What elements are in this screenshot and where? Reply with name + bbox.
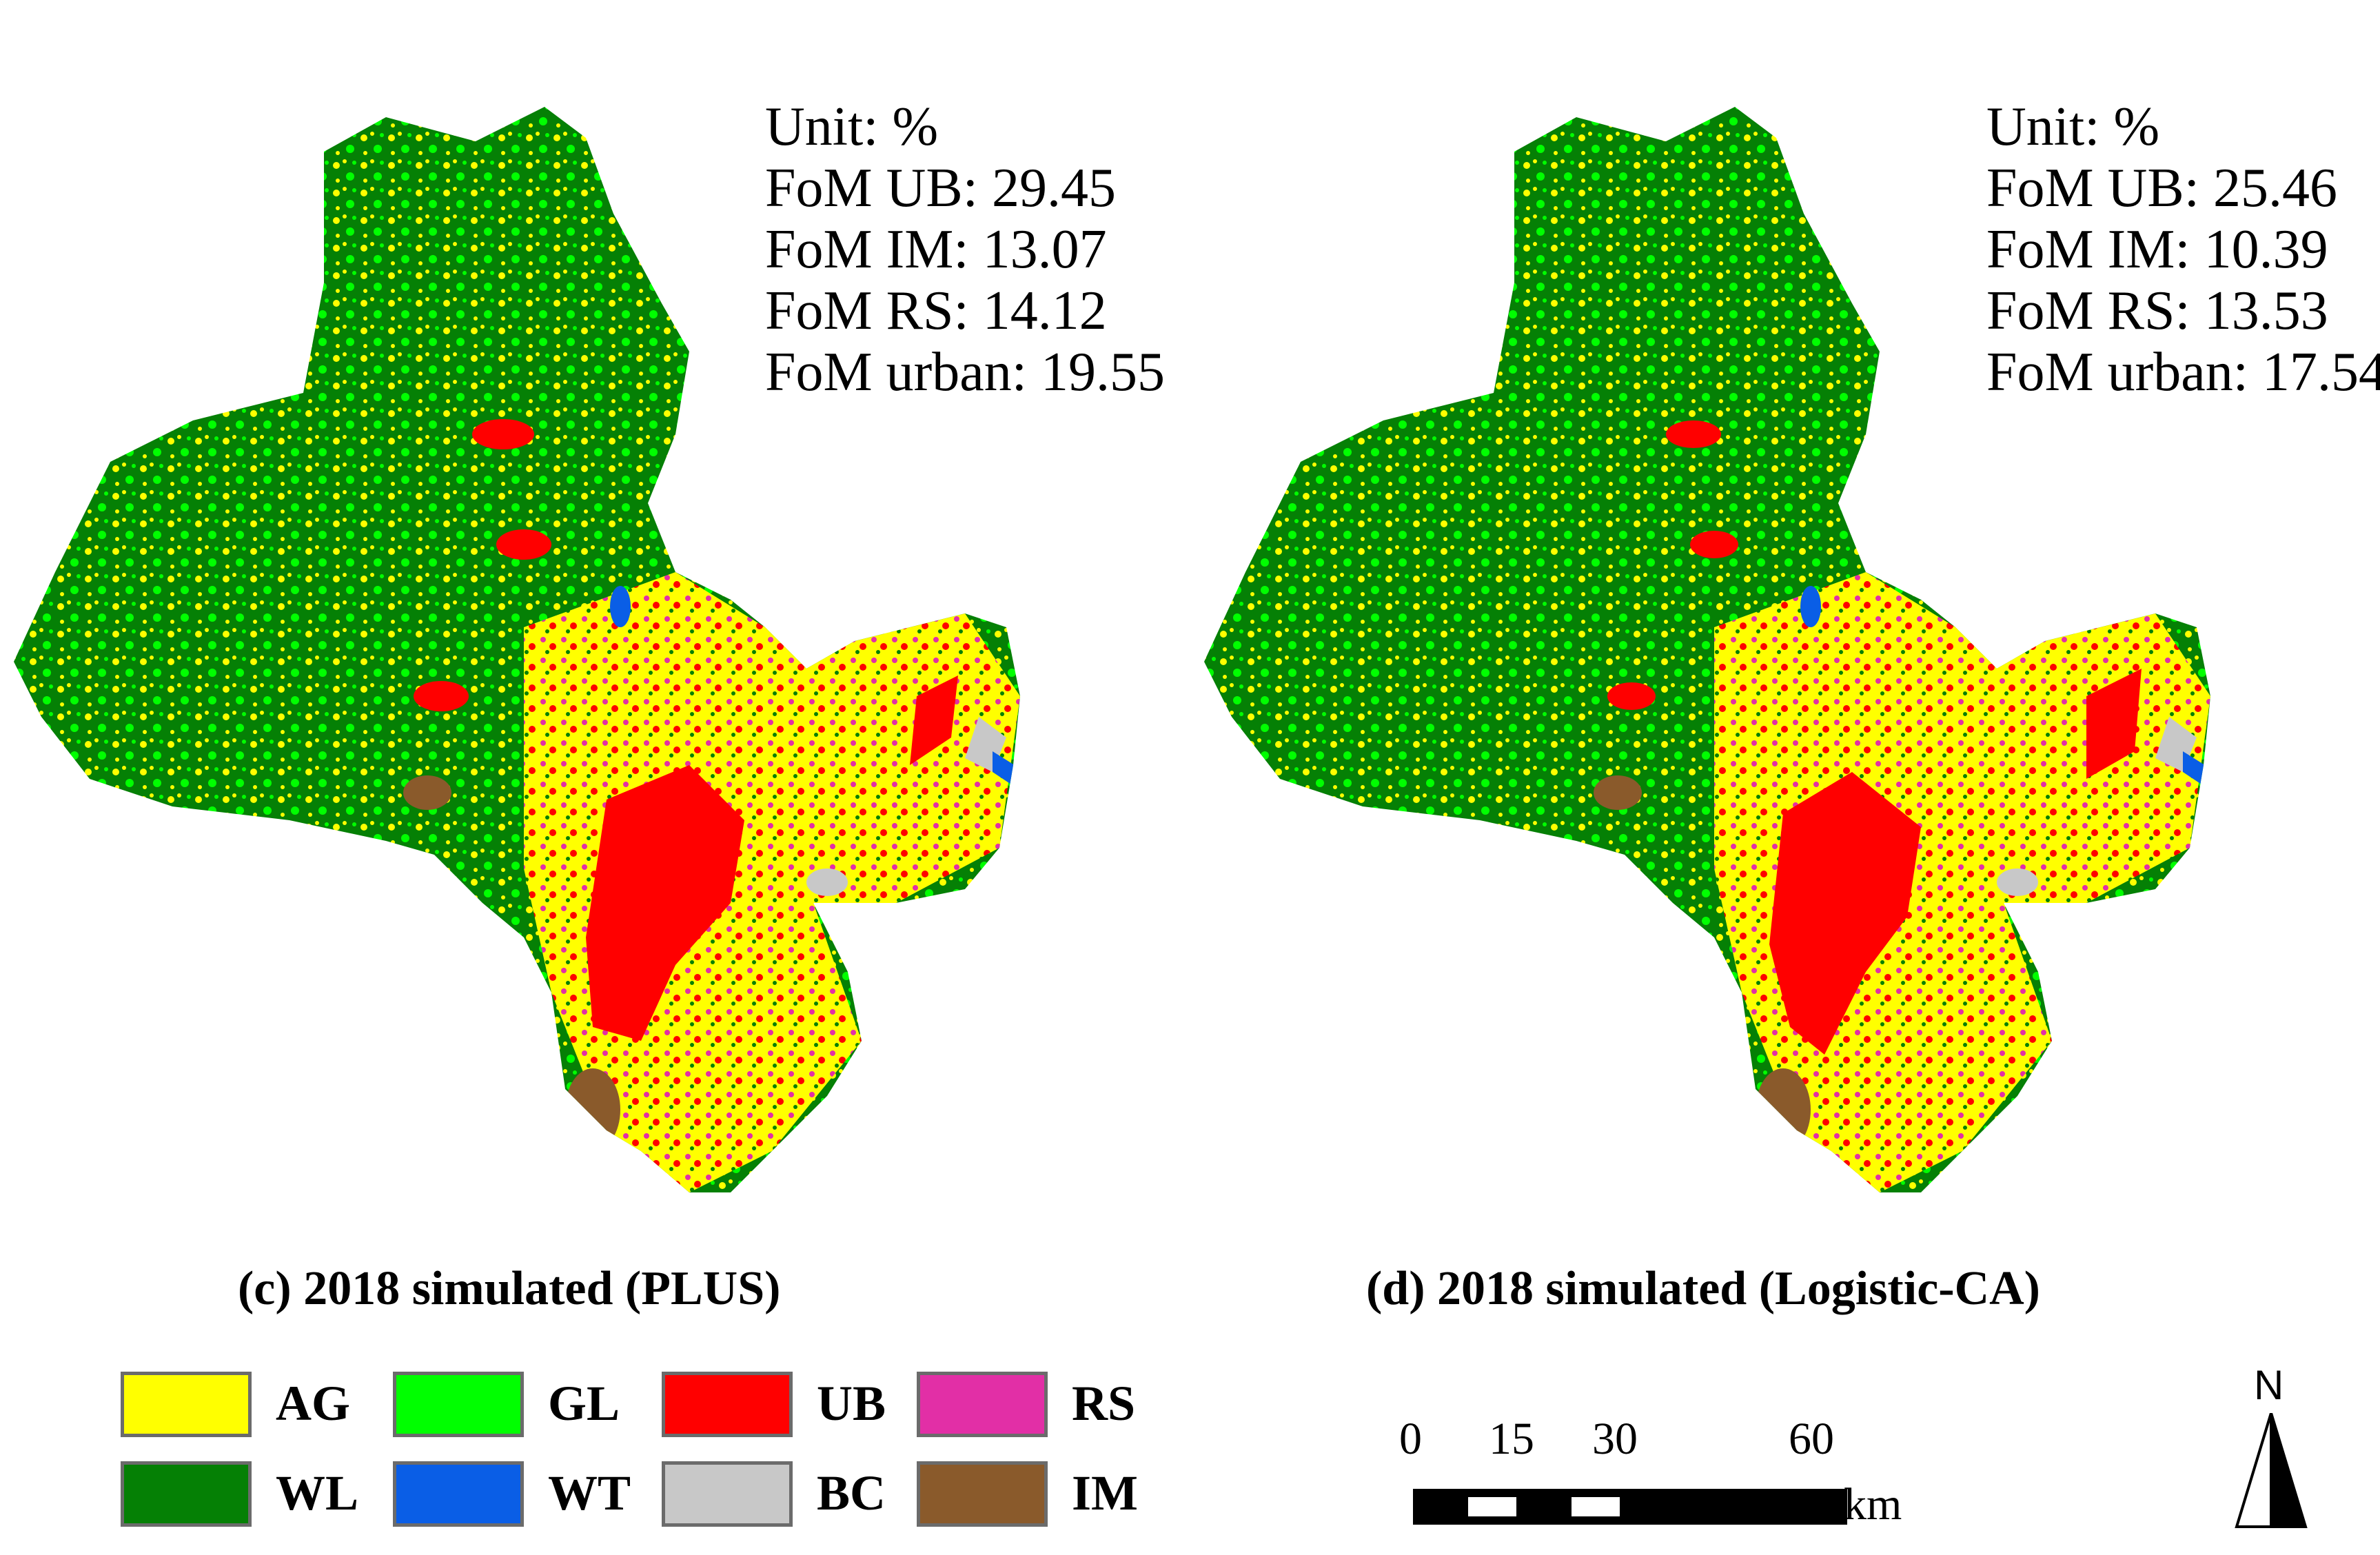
scale-tick-label: 30	[1592, 1414, 1638, 1464]
legend-label: GL	[548, 1376, 620, 1431]
land-use-map-logistic-ca	[1204, 107, 2210, 1192]
scale-unit: km	[1844, 1479, 1902, 1529]
panel-caption: (d) 2018 simulated (Logistic-CA)	[1366, 1262, 2040, 1315]
legend-swatch	[121, 1461, 252, 1527]
stat-unit: Unit: %	[765, 96, 939, 157]
legend-swatch	[917, 1372, 1048, 1437]
north-arrow: N	[2226, 1361, 2316, 1541]
legend-label: AG	[276, 1376, 350, 1431]
scale-bar: 0 15 30 60 km	[1399, 1413, 1902, 1537]
legend-swatch	[917, 1461, 1048, 1527]
stat-fom-urban: FoM urban: 17.54	[1986, 342, 2380, 403]
scale-tick-label: 15	[1489, 1414, 1534, 1464]
scale-tick-label: 60	[1789, 1414, 1834, 1464]
fom-stats: Unit: % FoM UB: 25.46 FoM IM: 10.39 FoM …	[1986, 96, 2380, 403]
panel-caption: (c) 2018 simulated (PLUS)	[238, 1262, 781, 1315]
legend-swatch	[662, 1372, 793, 1437]
legend-swatch	[393, 1372, 524, 1437]
map-panel-plus: Unit: % FoM UB: 29.45 FoM IM: 13.07 FoM …	[0, 0, 1190, 1351]
legend-swatch	[393, 1461, 524, 1527]
legend-label: BC	[817, 1465, 886, 1521]
land-use-legend: AG GL UB RS WL WT BC IM	[121, 1372, 1175, 1544]
legend-swatch	[662, 1461, 793, 1527]
stat-fom-ub: FoM UB: 29.45	[765, 158, 1116, 218]
north-label: N	[2254, 1362, 2284, 1408]
stat-fom-ub: FoM UB: 25.46	[1986, 158, 2337, 218]
stat-fom-rs: FoM RS: 14.12	[765, 281, 1107, 341]
legend-label: UB	[817, 1376, 886, 1431]
legend-label: IM	[1072, 1465, 1138, 1521]
legend-swatch	[121, 1372, 252, 1437]
fom-stats: Unit: % FoM UB: 29.45 FoM IM: 13.07 FoM …	[765, 96, 1165, 403]
stat-fom-im: FoM IM: 10.39	[1986, 219, 2328, 280]
scale-bar-graphic	[1413, 1489, 1847, 1525]
stat-fom-im: FoM IM: 13.07	[765, 219, 1107, 280]
north-arrow-icon	[2235, 1413, 2308, 1528]
scale-tick-label: 0	[1399, 1414, 1422, 1464]
stat-unit: Unit: %	[1986, 96, 2160, 157]
map-panel-logistic-ca: Unit: % FoM UB: 25.46 FoM IM: 10.39 FoM …	[1190, 0, 2380, 1351]
legend-label: WL	[276, 1465, 359, 1521]
legend-label: WT	[548, 1465, 631, 1521]
land-use-map-plus	[14, 107, 1020, 1192]
stat-fom-urban: FoM urban: 19.55	[765, 342, 1165, 403]
legend-label: RS	[1072, 1376, 1136, 1431]
stat-fom-rs: FoM RS: 13.53	[1986, 281, 2328, 341]
